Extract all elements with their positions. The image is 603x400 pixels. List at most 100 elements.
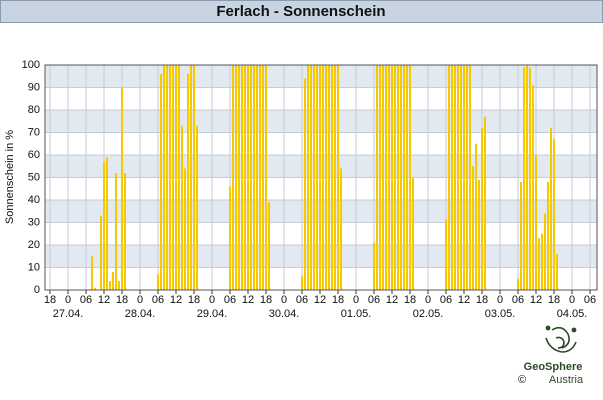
bar [124,173,127,290]
x-tick-label: 18 [188,294,200,306]
bar [157,274,160,290]
bar [523,67,526,290]
bar [91,256,94,290]
bar [229,186,232,290]
bar [331,65,334,290]
bar [259,65,262,290]
bar [340,168,343,290]
bar [373,242,376,290]
x-tick-label: 18 [260,294,272,306]
x-tick-label: 06 [224,294,236,306]
x-tick-label: 06 [440,294,452,306]
y-tick-label: 0 [34,284,40,296]
bar [484,116,487,290]
bar [307,65,310,290]
bar [376,65,379,290]
bar [244,65,247,290]
x-tick-label: 12 [98,294,110,306]
x-tick-label: 06 [584,294,596,306]
bar [397,65,400,290]
bar [109,281,112,290]
bar [553,139,556,290]
bar [238,65,241,290]
bar [322,65,325,290]
x-tick-label: 06 [80,294,92,306]
x-tick-label: 0 [425,294,431,306]
bar [466,65,469,290]
bar [334,65,337,290]
bar [538,238,541,290]
bar [184,168,187,290]
logo-name: GeoSphere [524,361,583,373]
bar [412,177,415,290]
y-tick-label: 70 [28,126,40,138]
bar [460,65,463,290]
bar [541,233,544,290]
x-date-label: 28.04. [125,308,156,320]
bar [163,65,166,290]
x-tick-label: 18 [332,294,344,306]
x-date-label: 27.04. [53,308,84,320]
bar [310,65,313,290]
logo-sub: Austria [549,374,584,386]
bar [253,65,256,290]
bar [550,128,553,290]
bar [451,65,454,290]
bar [121,87,124,290]
bar [316,65,319,290]
bar [247,65,250,290]
bar [175,65,178,290]
x-tick-label: 12 [530,294,542,306]
bar [193,65,196,290]
x-date-label: 01.05. [341,308,372,320]
bar [187,74,190,290]
bar [544,213,547,290]
chart-title: Ferlach - Sonnenschein [216,3,385,20]
bar [106,157,109,290]
bar [526,65,529,290]
bar [403,65,406,290]
bar [517,278,520,290]
bar [100,215,103,290]
x-tick-label: 12 [170,294,182,306]
bar [178,65,181,290]
bar [469,65,472,290]
x-tick-label: 0 [353,294,359,306]
bar [262,65,265,290]
x-tick-label: 06 [368,294,380,306]
x-tick-label: 18 [44,294,56,306]
bar [391,65,394,290]
bar [481,128,484,290]
y-tick-label: 80 [28,104,40,116]
bar [520,182,523,290]
bar [169,65,172,290]
x-tick-label: 18 [476,294,488,306]
bar [301,276,304,290]
x-tick-label: 0 [65,294,71,306]
bar [181,125,184,290]
bar [313,65,316,290]
x-tick-label: 12 [242,294,254,306]
bar [529,67,532,290]
bar [241,65,244,290]
bar [385,65,388,290]
bar [379,65,382,290]
x-tick-label: 06 [296,294,308,306]
bar [409,65,412,290]
bar [394,65,397,290]
bar [265,65,268,290]
y-tick-label: 30 [28,216,40,228]
bar [556,254,559,290]
y-tick-label: 60 [28,149,40,161]
plot-border [44,64,598,291]
bar [457,65,460,290]
y-axis-label: Sonnenschein in % [4,130,16,224]
bar [172,65,175,290]
bar [406,65,409,290]
bar [118,281,121,290]
bar [547,182,550,290]
y-tick-label: 50 [28,171,40,183]
bar [94,287,97,290]
y-tick-label: 10 [28,261,40,273]
bar [268,202,271,290]
